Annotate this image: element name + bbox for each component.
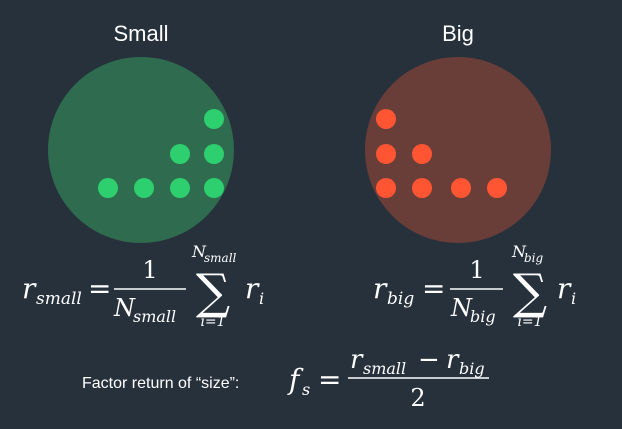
factor-lhs-sub: s <box>302 380 310 399</box>
big-dots <box>376 109 507 198</box>
factor-equals: = <box>318 363 341 396</box>
num-var-2: r <box>446 345 460 375</box>
denom-var: N <box>450 294 473 322</box>
sum-upper-sub: big <box>524 251 544 265</box>
big-title: Big <box>442 21 474 46</box>
term-sub: i <box>259 289 264 308</box>
lhs-sub: small <box>36 289 82 309</box>
small-stock-dot <box>204 178 224 198</box>
numerator: 1 <box>142 256 157 284</box>
term-var: r <box>557 272 572 305</box>
big-stock-dot <box>412 178 432 198</box>
lhs-var: r <box>22 272 37 305</box>
minus-sign: − <box>418 345 440 375</box>
sum-lower: i=1 <box>200 314 225 330</box>
num-sub-1: small <box>363 359 406 378</box>
small-portfolio <box>48 57 234 243</box>
big-circle <box>365 57 551 243</box>
denom-sub: big <box>470 307 496 326</box>
formula-big: r big = 1 N big N big ∑ i=1 r i <box>373 242 576 330</box>
small-circle <box>48 57 234 243</box>
sum-upper-sub: small <box>204 251 237 265</box>
term-sub: i <box>571 289 576 308</box>
equals-sign: = <box>422 272 445 305</box>
sum-symbol: ∑ <box>196 264 230 320</box>
lhs-sub: big <box>387 289 414 309</box>
term-var: r <box>245 272 260 305</box>
small-stock-dot <box>204 109 224 129</box>
denom-var: N <box>113 294 136 322</box>
factor-label: Factor return of “size”: <box>82 375 239 392</box>
big-stock-dot <box>376 144 396 164</box>
small-stock-dot <box>134 178 154 198</box>
equals-sign: = <box>88 272 111 305</box>
denominator: 2 <box>410 384 425 412</box>
small-stock-dot <box>204 144 224 164</box>
denom-sub: small <box>133 307 176 326</box>
big-stock-dot <box>376 109 396 129</box>
sum-symbol: ∑ <box>513 264 547 320</box>
big-portfolio <box>365 57 551 243</box>
small-dots <box>98 109 224 198</box>
sum-lower: i=1 <box>517 314 542 330</box>
sum-upper-var: N <box>511 242 527 261</box>
small-stock-dot <box>170 144 190 164</box>
lhs-var: r <box>373 272 388 305</box>
big-stock-dot <box>451 178 471 198</box>
small-stock-dot <box>98 178 118 198</box>
small-stock-dot <box>170 178 190 198</box>
factor-return: Factor return of “size”: f s = r small −… <box>82 345 489 412</box>
num-sub-2: big <box>459 359 485 378</box>
sum-upper-var: N <box>191 242 207 261</box>
num-var-1: r <box>350 345 364 375</box>
big-stock-dot <box>376 178 396 198</box>
formula-small: r small = 1 N small N small ∑ i=1 r i <box>22 242 264 330</box>
big-stock-dot <box>412 144 432 164</box>
small-title: Small <box>113 21 168 46</box>
big-stock-dot <box>487 178 507 198</box>
numerator: 1 <box>469 256 484 284</box>
